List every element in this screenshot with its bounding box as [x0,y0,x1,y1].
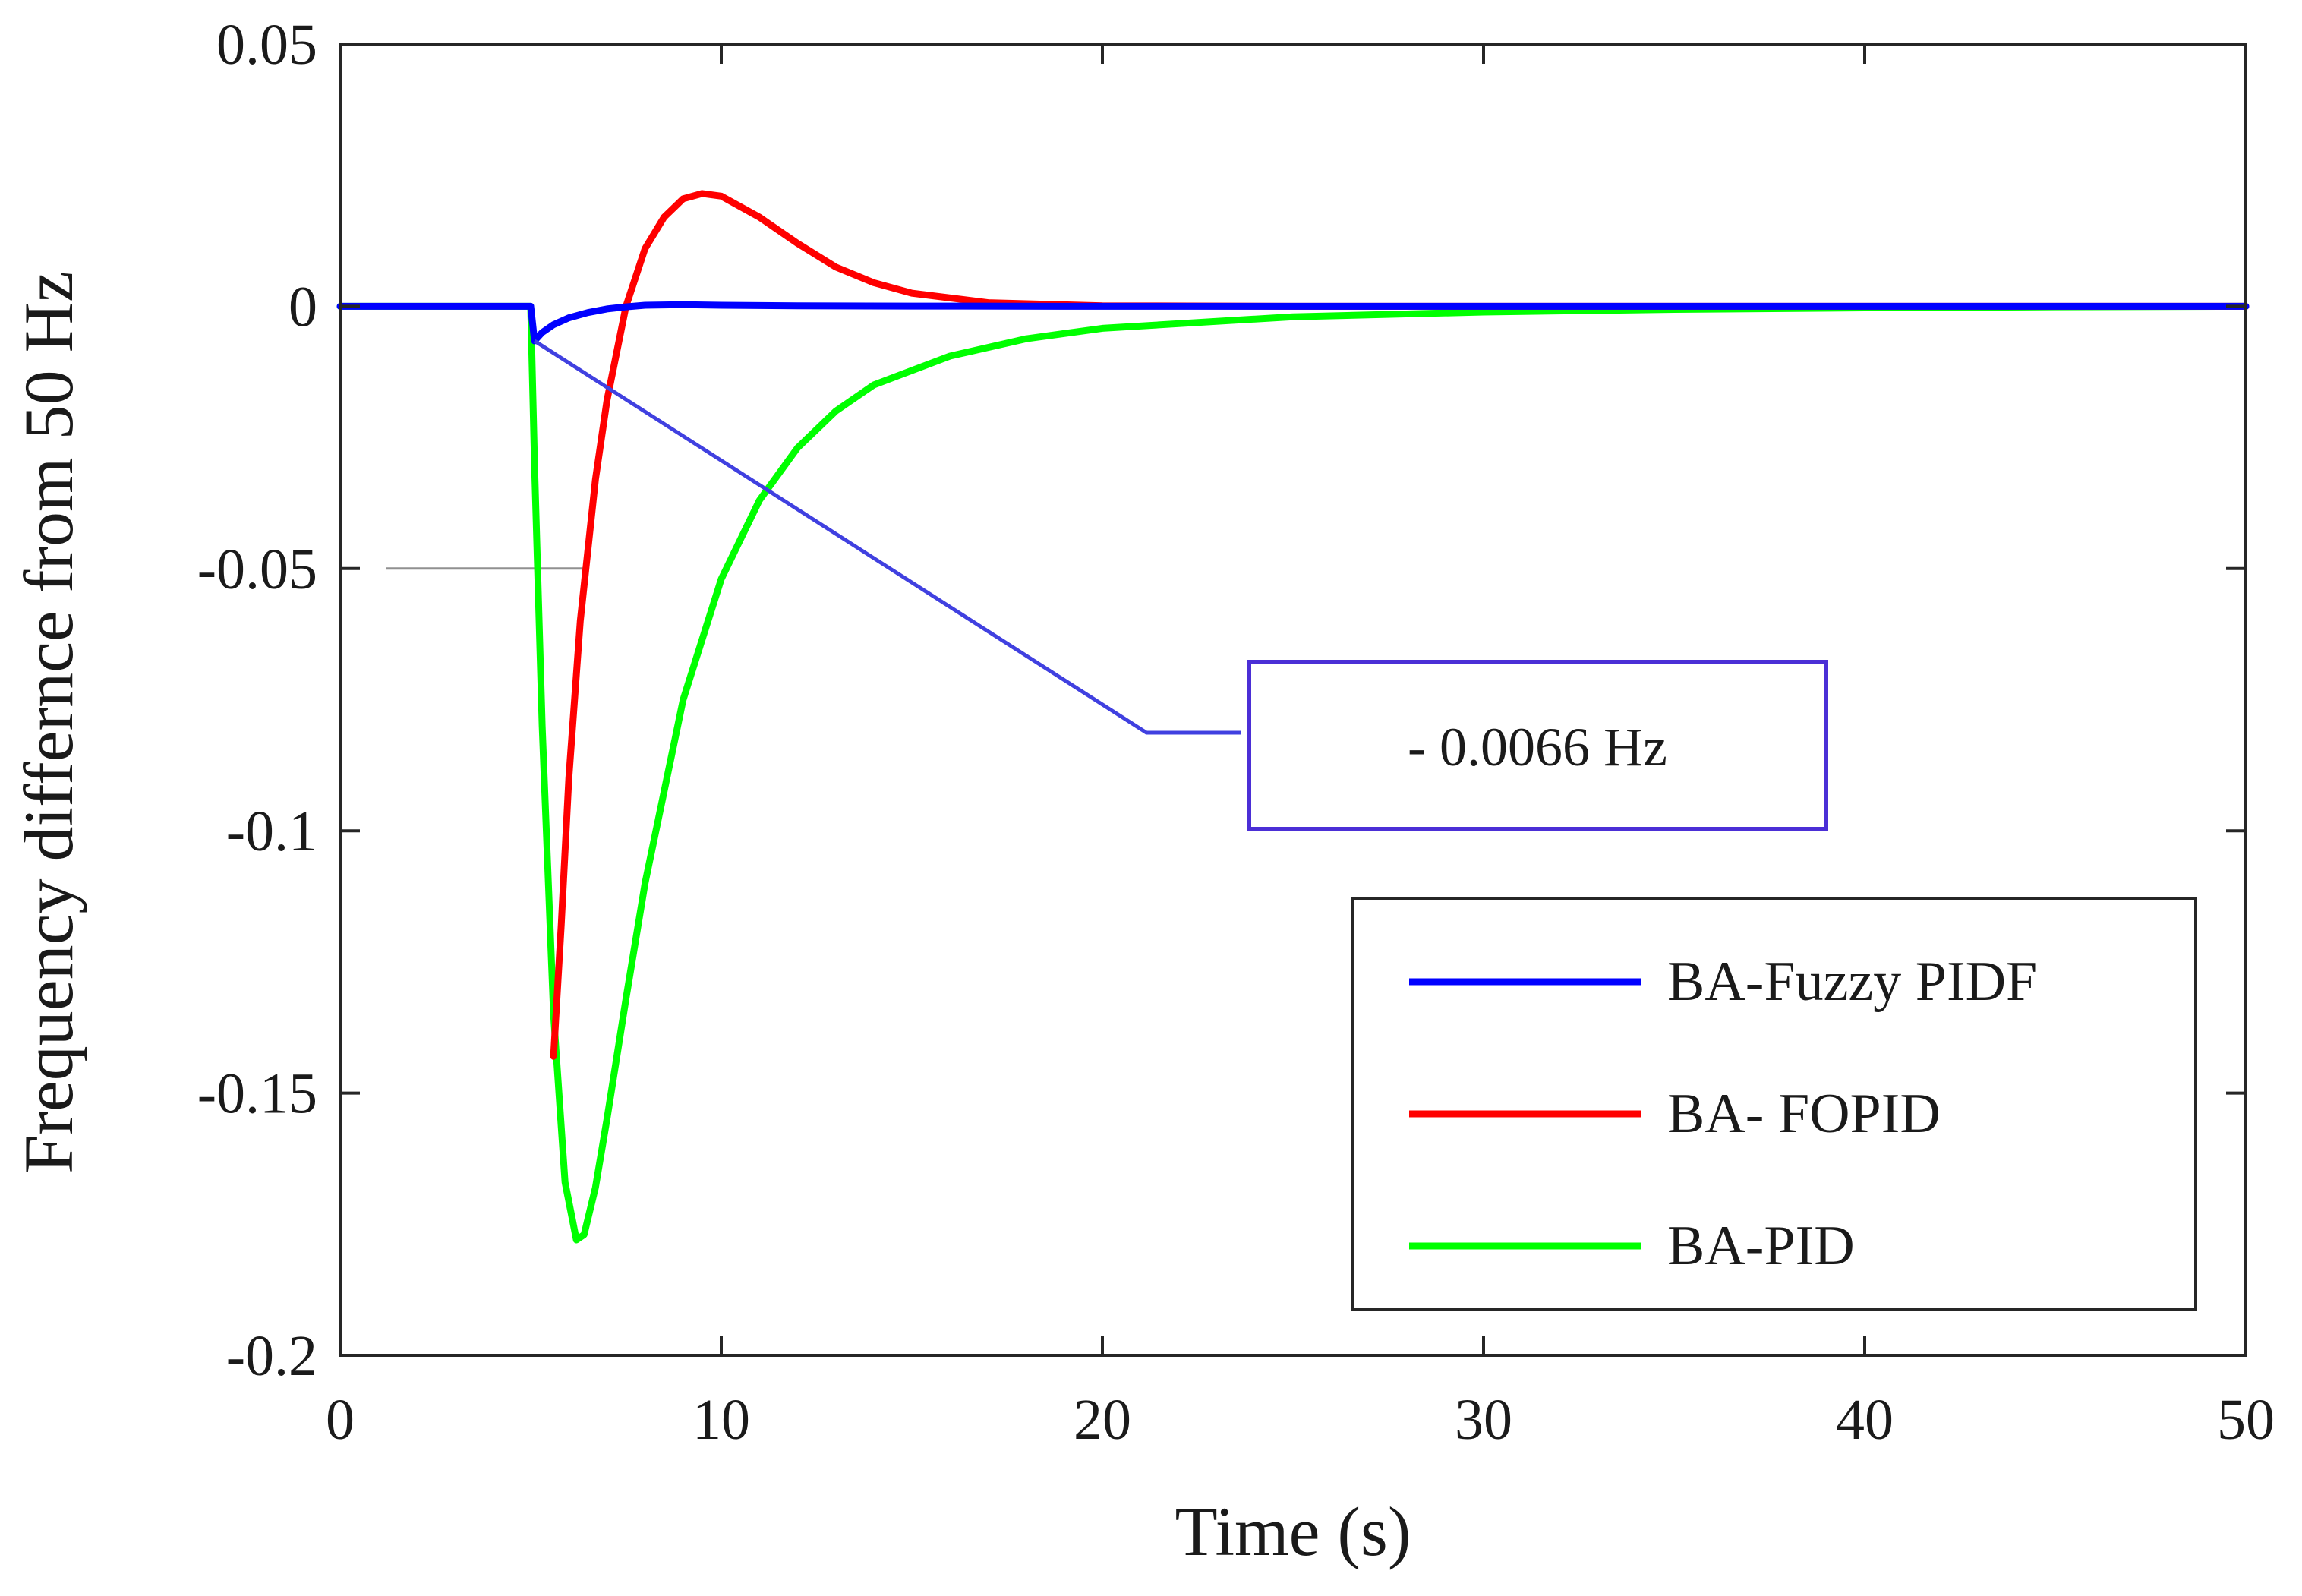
y-tick-label-4: -0.15 [197,1062,317,1126]
series-line-2 [336,302,2250,1244]
annotation-leader-line-0 [533,339,1241,735]
x-tick-label-3: 30 [1455,1388,1512,1452]
x-tick-label-2: 20 [1074,1388,1131,1452]
annotation-text-0: - 0.0066 Hz [1408,717,1667,777]
y-tick-label-2: -0.05 [197,538,317,601]
y-tick-label-5: -0.2 [226,1324,317,1388]
x-tick-label-0: 0 [326,1388,355,1452]
axis-ticks [339,43,2247,1357]
annotation: - 0.0066 Hz [533,339,1828,831]
y-axis-label: Frequency differnce from 50 Hz [10,271,87,1174]
x-tick-label-1: 10 [692,1388,750,1452]
series-lines [336,190,2250,1244]
x-axis-label: Time (s) [1175,1493,1411,1570]
x-tick-labels: 0 10 20 30 40 50 [326,1388,2275,1452]
plot-frame [339,43,2247,1357]
y-tick-label-3: -0.1 [226,800,317,863]
annotation-box-0 [1247,660,1828,831]
legend-label-2: BA-PID [1667,1215,1855,1277]
series-line-0 [336,301,2250,345]
y-tick-labels: 0.05 0 -0.05 -0.1 -0.15 -0.2 [197,13,317,1388]
legend: BA-Fuzzy PIDF BA- FOPID BA-PID [1351,897,2197,1311]
y-tick-label-1: 0 [289,275,317,339]
x-tick-label-4: 40 [1836,1388,1894,1452]
legend-label-0: BA-Fuzzy PIDF [1667,951,2037,1013]
legend-label-1: BA- FOPID [1667,1083,1941,1145]
y-tick-label-0: 0.05 [216,13,317,77]
legend-box [1351,897,2197,1311]
x-tick-label-5: 50 [2217,1388,2275,1452]
